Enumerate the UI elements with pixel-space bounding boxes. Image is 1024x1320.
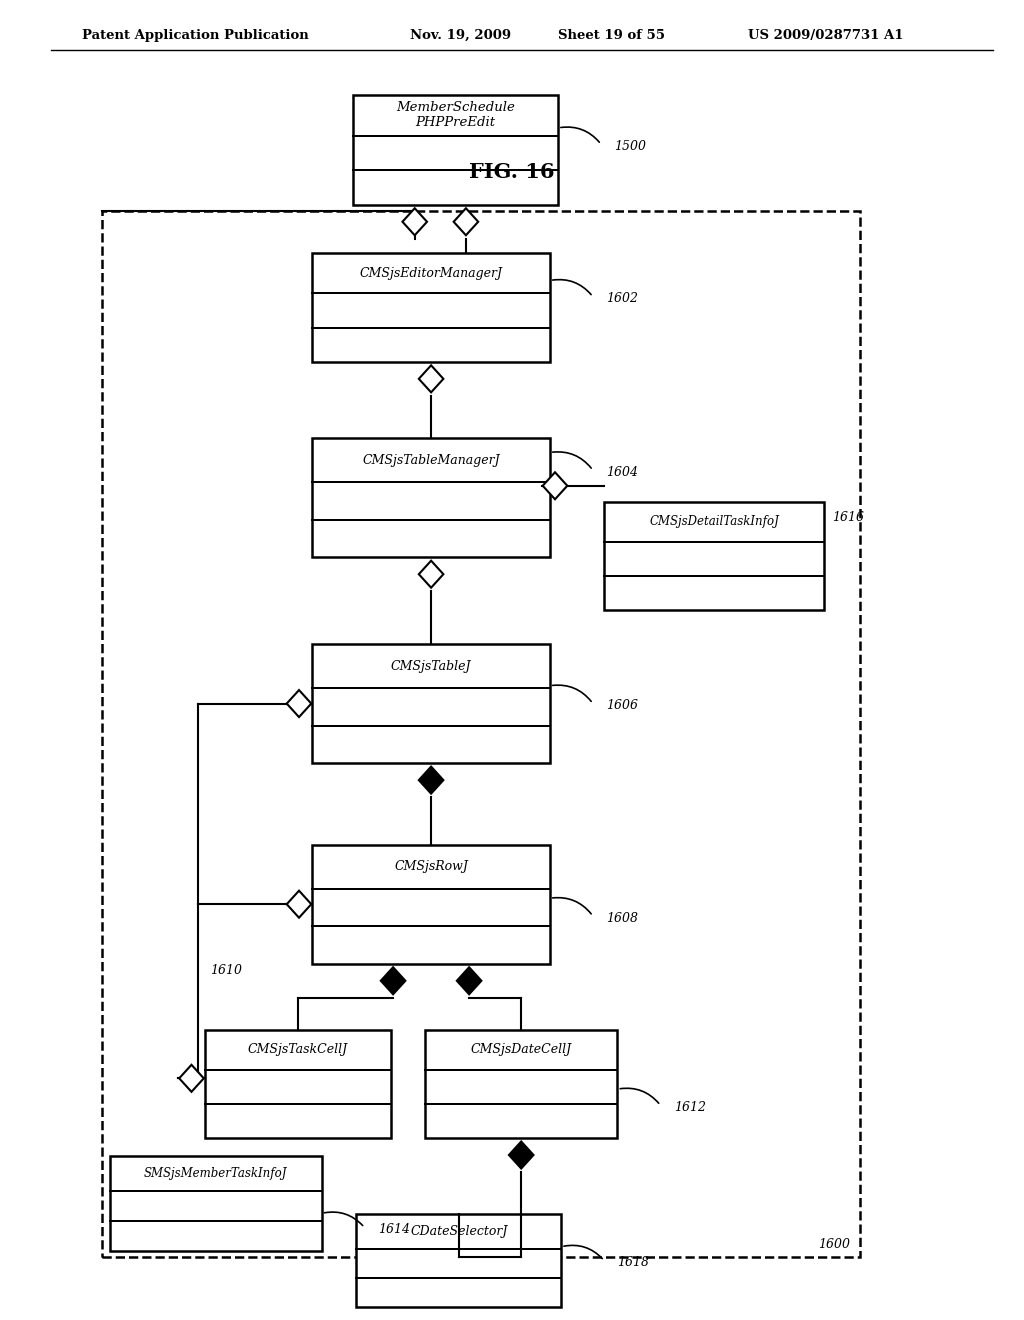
Text: Patent Application Publication: Patent Application Publication <box>82 29 308 42</box>
Text: Nov. 19, 2009: Nov. 19, 2009 <box>410 29 511 42</box>
FancyBboxPatch shape <box>356 1214 561 1307</box>
Text: CMSjsDetailTaskInfoJ: CMSjsDetailTaskInfoJ <box>649 515 779 528</box>
Polygon shape <box>419 767 443 793</box>
Text: 1606: 1606 <box>606 700 638 713</box>
Text: FIG. 16: FIG. 16 <box>469 161 555 182</box>
Text: 1610: 1610 <box>210 964 242 977</box>
Polygon shape <box>419 561 443 587</box>
Polygon shape <box>543 473 567 499</box>
Text: 1604: 1604 <box>606 466 638 479</box>
FancyBboxPatch shape <box>110 1156 322 1251</box>
FancyBboxPatch shape <box>353 95 558 205</box>
Polygon shape <box>287 690 311 717</box>
Text: 1618: 1618 <box>617 1255 649 1269</box>
FancyBboxPatch shape <box>425 1030 617 1138</box>
Text: 1600: 1600 <box>818 1238 850 1251</box>
Polygon shape <box>381 968 406 994</box>
Text: 1500: 1500 <box>614 140 646 153</box>
Text: US 2009/0287731 A1: US 2009/0287731 A1 <box>748 29 903 42</box>
Text: Sheet 19 of 55: Sheet 19 of 55 <box>558 29 665 42</box>
FancyBboxPatch shape <box>312 253 550 362</box>
Polygon shape <box>457 968 481 994</box>
FancyBboxPatch shape <box>604 502 824 610</box>
Text: 1602: 1602 <box>606 293 638 305</box>
Text: 1608: 1608 <box>606 912 638 925</box>
Text: 1614: 1614 <box>378 1224 410 1236</box>
Text: 1616: 1616 <box>833 511 864 524</box>
Polygon shape <box>179 1065 204 1092</box>
Text: MemberSchedule
PHPPreEdit: MemberSchedule PHPPreEdit <box>396 102 515 129</box>
Text: SMSjsMemberTaskInfoJ: SMSjsMemberTaskInfoJ <box>143 1167 288 1180</box>
FancyBboxPatch shape <box>312 845 550 964</box>
Polygon shape <box>402 209 427 235</box>
Polygon shape <box>419 366 443 392</box>
FancyBboxPatch shape <box>312 644 550 763</box>
Text: CMSjsDateCellJ: CMSjsDateCellJ <box>471 1043 571 1056</box>
Text: CMSjsTableJ: CMSjsTableJ <box>391 660 471 673</box>
Text: CMSjsEditorManagerJ: CMSjsEditorManagerJ <box>359 267 503 280</box>
Polygon shape <box>287 891 311 917</box>
Text: CDateSelectorJ: CDateSelectorJ <box>410 1225 508 1238</box>
Polygon shape <box>509 1142 534 1168</box>
Text: CMSjsTableManagerJ: CMSjsTableManagerJ <box>362 454 500 467</box>
Text: 1612: 1612 <box>674 1101 706 1114</box>
FancyBboxPatch shape <box>205 1030 391 1138</box>
Polygon shape <box>454 209 478 235</box>
Text: CMSjsRowJ: CMSjsRowJ <box>394 861 468 874</box>
FancyBboxPatch shape <box>312 438 550 557</box>
Text: CMSjsTaskCellJ: CMSjsTaskCellJ <box>248 1043 348 1056</box>
